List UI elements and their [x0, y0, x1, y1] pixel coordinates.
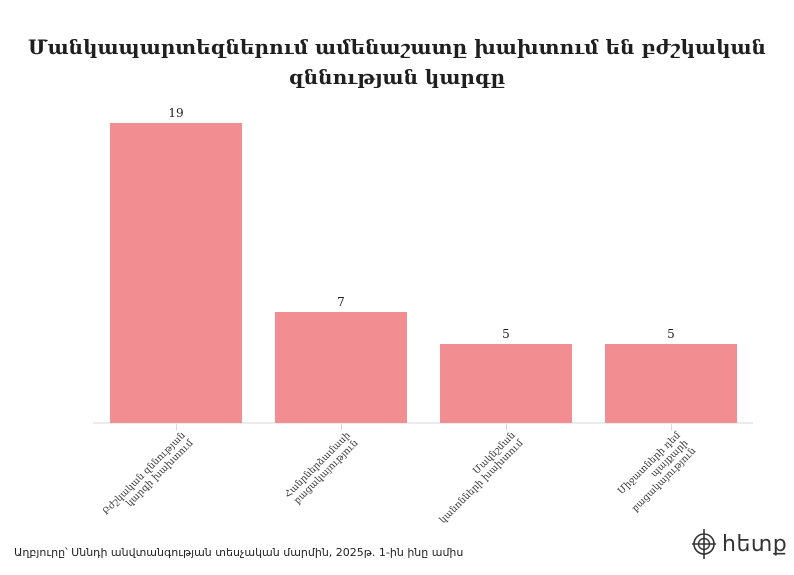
x-tick-label: Բժշկական զննության կարգի խախտում — [100, 430, 196, 518]
x-tick-label: Միջատների դեմ պայքարի բացակայություն — [615, 430, 699, 515]
logo-text: հետք — [722, 531, 788, 557]
logo: հետք — [690, 528, 787, 560]
source-note: Աղբյուրը՝ Սննդի անվտանգության տեսչական մ… — [14, 546, 464, 559]
crosshair-logo-icon — [692, 529, 716, 559]
bar-value-label: 5 — [502, 327, 510, 341]
x-tick — [506, 424, 507, 430]
bar — [110, 123, 242, 423]
x-tick — [341, 424, 342, 430]
bar — [605, 344, 737, 423]
chart-title: Մանկապարտեզներում ամենաշատը խախտում են բ… — [28, 35, 766, 89]
x-tick-label: Հանրներձամասի բացակայություն — [282, 430, 361, 507]
x-tick — [671, 424, 672, 430]
x-tick — [176, 424, 177, 430]
bar — [440, 344, 572, 423]
bar-value-label: 7 — [337, 295, 345, 309]
bar-value-label: 5 — [667, 327, 675, 341]
x-axis-line — [93, 422, 753, 424]
x-tick-label: Մակնշման կանոնների խախտում — [437, 430, 526, 526]
bar-value-label: 19 — [168, 106, 184, 120]
bar — [275, 312, 407, 423]
